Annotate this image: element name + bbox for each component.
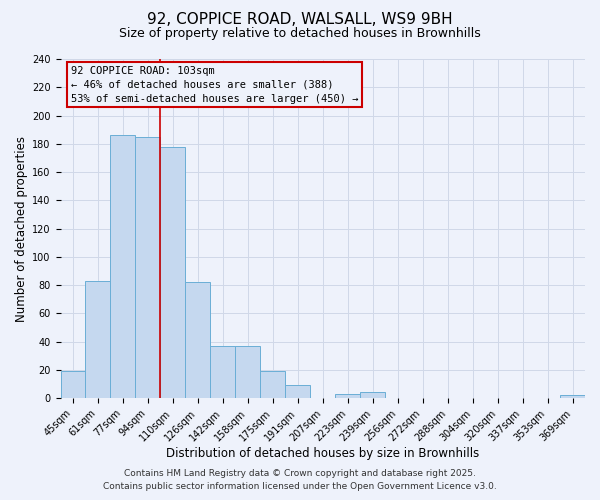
Bar bbox=[136, 136, 160, 398]
Bar bbox=[260, 372, 285, 398]
Bar bbox=[335, 394, 360, 398]
Bar bbox=[110, 136, 136, 398]
Bar bbox=[211, 346, 235, 398]
Bar bbox=[160, 146, 185, 398]
Text: Contains HM Land Registry data © Crown copyright and database right 2025.
Contai: Contains HM Land Registry data © Crown c… bbox=[103, 470, 497, 491]
X-axis label: Distribution of detached houses by size in Brownhills: Distribution of detached houses by size … bbox=[166, 447, 479, 460]
Bar bbox=[560, 396, 585, 398]
Bar bbox=[185, 282, 211, 398]
Text: 92 COPPICE ROAD: 103sqm
← 46% of detached houses are smaller (388)
53% of semi-d: 92 COPPICE ROAD: 103sqm ← 46% of detache… bbox=[71, 66, 359, 104]
Bar bbox=[85, 281, 110, 398]
Text: 92, COPPICE ROAD, WALSALL, WS9 9BH: 92, COPPICE ROAD, WALSALL, WS9 9BH bbox=[147, 12, 453, 28]
Bar bbox=[61, 372, 85, 398]
Bar bbox=[235, 346, 260, 398]
Y-axis label: Number of detached properties: Number of detached properties bbox=[15, 136, 28, 322]
Text: Size of property relative to detached houses in Brownhills: Size of property relative to detached ho… bbox=[119, 28, 481, 40]
Bar bbox=[285, 386, 310, 398]
Bar bbox=[360, 392, 385, 398]
